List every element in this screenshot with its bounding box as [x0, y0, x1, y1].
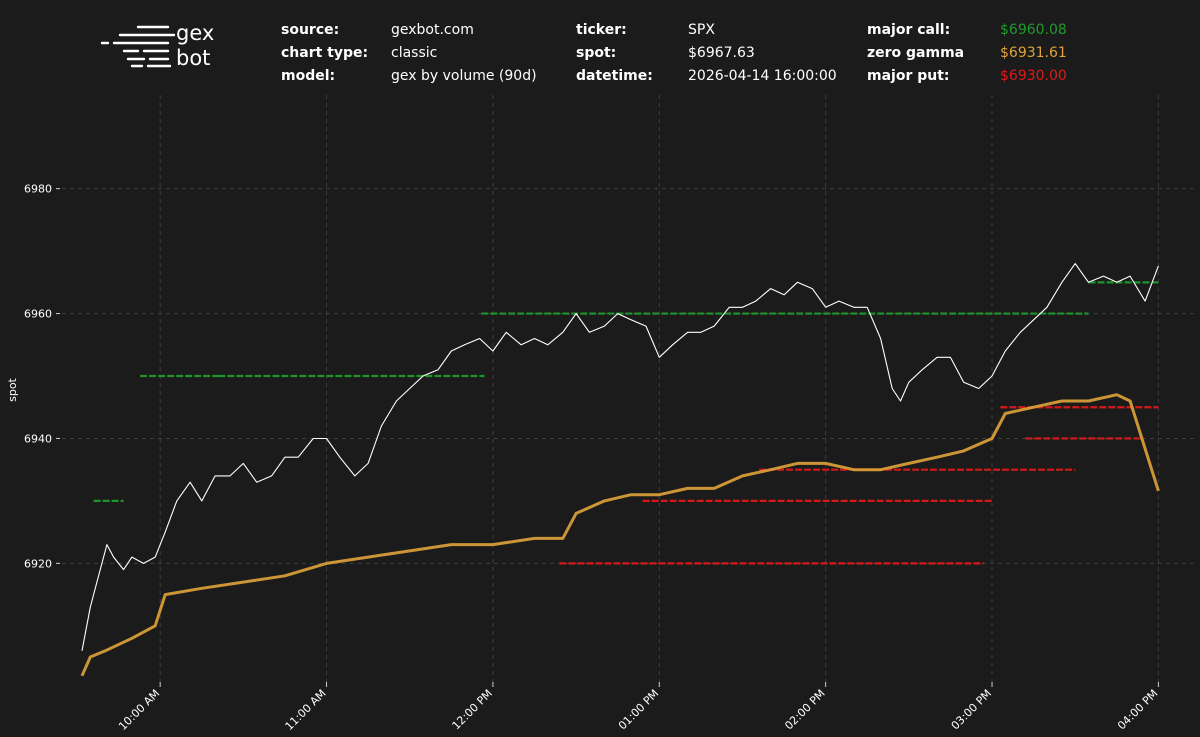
- zero-gamma-line: [80, 393, 1160, 677]
- x-tick-label: 03:00 PM: [949, 687, 994, 732]
- datetime-value: 2026-04-14 16:00:00: [688, 68, 837, 84]
- major-put-value: $6930.00: [1000, 68, 1067, 84]
- ticker-value: SPX: [688, 22, 715, 38]
- y-tick-label: 6920: [24, 557, 52, 570]
- y-tick-label: 6960: [24, 308, 52, 321]
- x-tick-label: 12:00 PM: [450, 687, 495, 732]
- x-tick-label: 02:00 PM: [782, 687, 827, 732]
- datetime-label: datetime:: [576, 68, 653, 84]
- y-tick-label: 6940: [24, 432, 52, 445]
- y-axis-label: spot: [6, 377, 19, 401]
- logo-text-bot: bot: [176, 46, 210, 70]
- x-tick-label: 11:00 AM: [283, 687, 329, 733]
- major-put-label: major put:: [867, 68, 950, 84]
- zero-gamma-value: $6931.61: [1000, 45, 1067, 61]
- major-call-label: major call:: [867, 22, 951, 38]
- major-call-value: $6960.08: [1000, 22, 1067, 38]
- gexbot-logo: gex bot: [100, 21, 214, 70]
- x-tick-label: 10:00 AM: [116, 687, 162, 733]
- model-value: gex by volume (90d): [391, 68, 537, 84]
- header-col2: ticker: SPX spot: $6967.63 datetime: 2026-0…: [576, 19, 837, 88]
- spot-value: $6967.63: [688, 45, 755, 61]
- zero-gamma-label: zero gamma: [867, 45, 965, 61]
- model-label: model:: [281, 68, 336, 84]
- chart-type-value: classic: [391, 45, 438, 61]
- logo-text-gex: gex: [176, 21, 214, 45]
- spot-line: [81, 263, 1159, 651]
- ticker-label: ticker:: [576, 22, 627, 38]
- x-tick-label: 04:00 PM: [1115, 687, 1160, 732]
- source-value: gexbot.com: [391, 22, 474, 38]
- x-tick-label: 01:00 PM: [616, 687, 661, 732]
- header-col1: source: gexbot.com chart type: classic mod…: [281, 19, 537, 88]
- source-label: source:: [281, 22, 340, 38]
- y-tick-label: 6980: [24, 183, 52, 196]
- header-col3: major call: $6960.08 zero gamma $6931.61 m…: [867, 19, 1067, 88]
- spot-label: spot:: [576, 45, 617, 61]
- chart-type-label: chart type:: [281, 45, 369, 61]
